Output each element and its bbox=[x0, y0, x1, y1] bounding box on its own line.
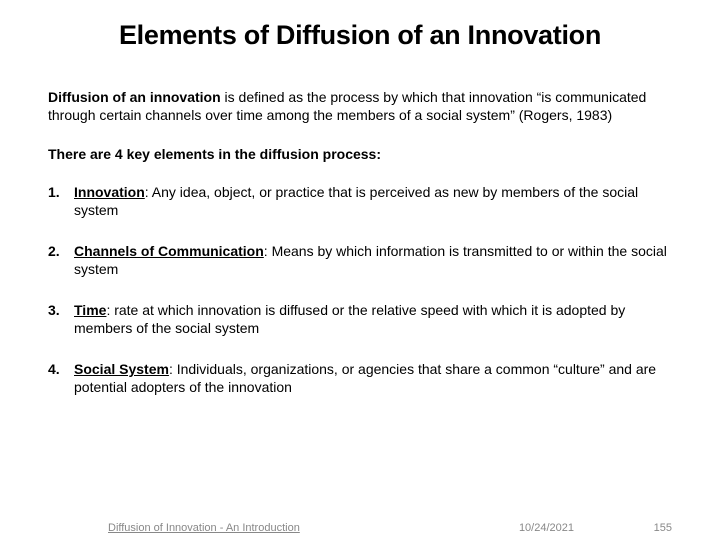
elements-list: Innovation: Any idea, object, or practic… bbox=[48, 184, 672, 396]
footer-date: 10/24/2021 bbox=[519, 522, 574, 534]
element-name: Social System bbox=[74, 361, 169, 377]
list-item: Time: rate at which innovation is diffus… bbox=[48, 302, 672, 337]
slide-title: Elements of Diffusion of an Innovation bbox=[48, 20, 672, 51]
element-name: Channels of Communication bbox=[74, 243, 264, 259]
element-description: : rate at which innovation is diffused o… bbox=[74, 302, 625, 336]
definition-paragraph: Diffusion of an innovation is defined as… bbox=[48, 89, 672, 124]
element-description: : Any idea, object, or practice that is … bbox=[74, 184, 638, 218]
list-item: Innovation: Any idea, object, or practic… bbox=[48, 184, 672, 219]
definition-term: Diffusion of an innovation bbox=[48, 89, 221, 105]
element-name: Time bbox=[74, 302, 106, 318]
footer-source: Diffusion of Innovation - An Introductio… bbox=[108, 522, 300, 534]
list-item: Social System: Individuals, organization… bbox=[48, 361, 672, 396]
key-elements-intro: There are 4 key elements in the diffusio… bbox=[48, 146, 672, 162]
element-name: Innovation bbox=[74, 184, 145, 200]
list-item: Channels of Communication: Means by whic… bbox=[48, 243, 672, 278]
footer-page-number: 155 bbox=[654, 522, 672, 534]
